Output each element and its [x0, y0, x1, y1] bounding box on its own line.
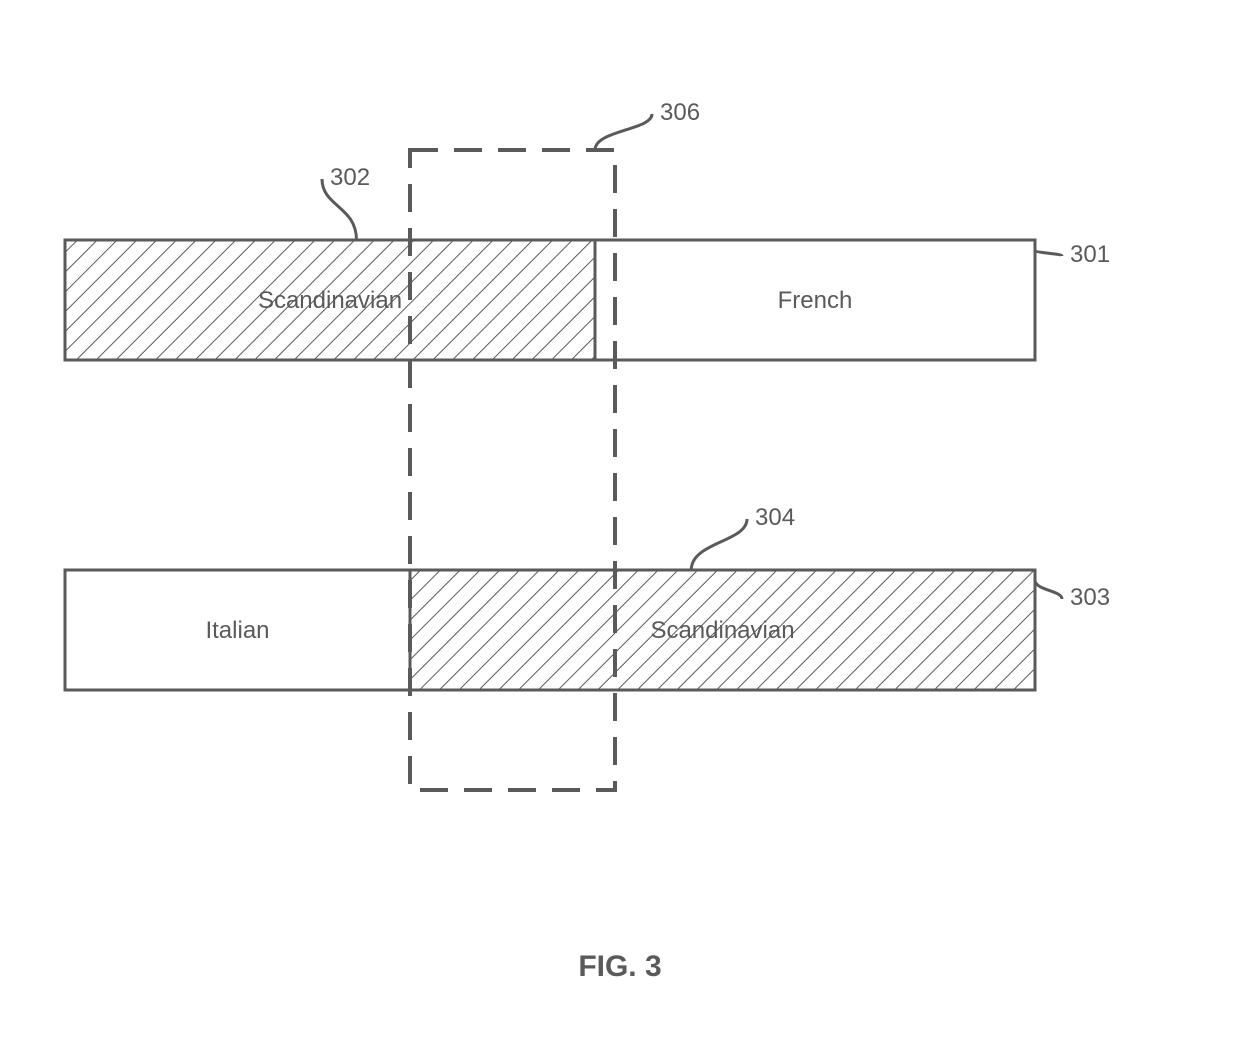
bar-bottom-seg-1-label: Scandinavian: [650, 617, 794, 644]
figure-3-diagram: 301 Scandinavian 302 French 303 Italian Scandi…: [0, 0, 1240, 1051]
bar-top-seg-0-label: Scandinavian: [258, 287, 402, 314]
dashed-box-ref: 306: [660, 99, 700, 126]
bar-top-ref: 301: [1070, 241, 1110, 268]
bar-bottom-seg-1-ref: 304: [755, 504, 795, 531]
bar-top-seg-0-ref: 302: [330, 164, 370, 191]
figure-caption: FIG. 3: [0, 950, 1240, 984]
bar-bottom-seg-0-label: Italian: [205, 617, 269, 644]
bar-bottom-ref: 303: [1070, 584, 1110, 611]
bar-top-seg-1-label: French: [778, 287, 853, 314]
